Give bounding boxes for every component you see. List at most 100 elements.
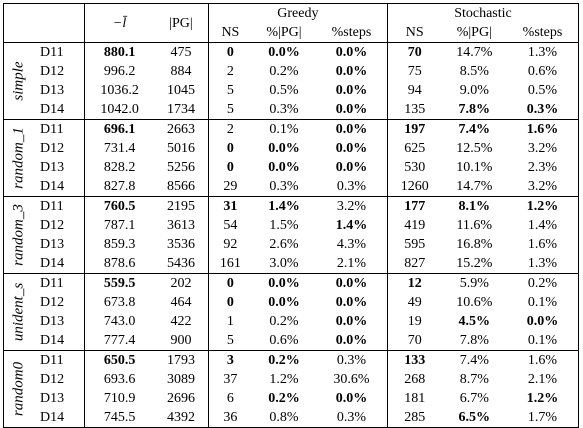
greedy-steps-cell: 0.0% [335, 64, 368, 79]
table-row: D12 996.2 884 2 0.2% 0.0% 75 8.5% 0.6% [4, 62, 580, 81]
group-label-text: random_1 [10, 127, 27, 189]
greedy-steps-cell: 0.0% [335, 314, 368, 329]
header-col-l: −l̄ [84, 3, 155, 43]
pg-cell: 475 [154, 42, 209, 62]
greedy-ns-cell: 6 [207, 389, 253, 408]
table-row: random0 D11 650.5 1793 3 0.2% 0.3% 133 7.4% 1.6% [3, 350, 580, 428]
greedy-steps-cell: 4.3% [336, 237, 367, 252]
stoch-steps-cell: 0.5% [507, 81, 580, 100]
stoch-ns-cell: 530 [386, 158, 442, 177]
stoch-pg-cell: 5.9% [441, 273, 508, 293]
dataset-cell: D12 [40, 64, 65, 79]
header-greedy: Greedy [207, 3, 388, 23]
greedy-steps-cell: 0.0% [316, 273, 388, 293]
stoch-pg-cell: 7.8% [458, 102, 491, 117]
greedy-pg-cell: 1.4% [252, 196, 317, 216]
greedy-ns-cell: 37 [207, 370, 253, 389]
stoch-pg-cell: 7.4% [441, 119, 508, 139]
header-corner [3, 3, 34, 23]
greedy-pg-cell: 0.2% [252, 350, 317, 370]
greedy-pg-cell: 0.8% [252, 408, 317, 428]
stoch-ns-cell: 268 [386, 370, 442, 389]
greedy-ns-cell: 0 [207, 158, 253, 177]
group-label-text: random0 [10, 361, 27, 417]
stoch-steps-cell: 1.6% [507, 235, 580, 254]
stoch-pg-cell: 8.1% [441, 196, 508, 216]
stoch-pg-cell: 16.8% [456, 237, 493, 252]
stoch-pg-cell: 15.2% [456, 256, 493, 271]
stoch-ns-cell: 197 [386, 119, 442, 139]
stoch-pg-cell: 6.7% [459, 391, 489, 406]
table-row: D12 787.1 3613 54 1.5% 1.4% 419 11.6% 1.4% [4, 216, 580, 235]
greedy-steps-cell: 30.6% [333, 372, 370, 387]
header-blank-a [3, 23, 34, 43]
pg-cell: 5436 [166, 256, 195, 271]
stoch-ns-cell: 70 [386, 42, 442, 62]
pg-cell: 2663 [154, 119, 209, 139]
greedy-ns-cell: 5 [207, 331, 253, 351]
greedy-ns-cell: 0 [207, 139, 253, 158]
pg-cell: 3089 [166, 372, 195, 387]
greedy-steps-cell: 0.0% [316, 42, 388, 62]
stoch-ns-cell: 94 [386, 81, 442, 100]
stoch-ns-cell: 595 [386, 235, 442, 254]
stoch-pg-cell: 6.5% [441, 408, 508, 428]
stoch-steps-cell: 3.2% [507, 177, 580, 197]
greedy-steps-cell: 0.0% [335, 102, 368, 117]
stoch-steps-cell: 1.3% [507, 42, 580, 62]
greedy-steps-cell: 0.0% [335, 160, 368, 175]
l-cell: 693.6 [84, 370, 155, 389]
stoch-ns-cell: 177 [386, 196, 442, 216]
greedy-pg-cell: 0.3% [269, 102, 299, 117]
greedy-steps-cell: 0.0% [335, 333, 368, 348]
dataset-cell: D14 [40, 179, 65, 194]
table-row: D13 828.2 5256 0 0.0% 0.0% 530 10.1% 2.3% [4, 158, 580, 177]
pg-cell: 2696 [166, 391, 195, 406]
greedy-ns-cell: 0 [207, 42, 253, 62]
group-label: unident_s [3, 273, 34, 351]
greedy-steps-cell: 0.3% [316, 408, 388, 428]
l-cell: 827.8 [84, 177, 155, 197]
stoch-ns-cell: 70 [386, 331, 442, 351]
dataset-cell: D14 [40, 102, 65, 117]
pg-cell: 1793 [154, 350, 209, 370]
header-row-1: −l̄ |PG| Greedy Stochastic [3, 3, 580, 43]
pg-cell: 3613 [166, 218, 195, 233]
greedy-steps-cell: 0.0% [335, 391, 368, 406]
header-stoch-ns: NS [386, 23, 442, 43]
l-cell: 859.3 [84, 235, 155, 254]
stoch-pg-cell: 8.7% [459, 372, 489, 387]
greedy-ns-cell: 2 [207, 119, 253, 139]
stoch-ns-cell: 75 [386, 62, 442, 81]
stoch-ns-cell: 133 [386, 350, 442, 370]
pg-cell: 422 [170, 314, 192, 329]
l-cell: 777.4 [84, 331, 155, 351]
table-row: unident_s D11 559.5 202 0 0.0% 0.0% 12 5.9% 0.2% [3, 273, 580, 351]
dataset-cell: D13 [40, 83, 65, 98]
pg-cell: 3536 [166, 237, 195, 252]
greedy-pg-cell: 0.0% [268, 141, 300, 156]
group-label: random_1 [3, 119, 34, 197]
table-row: D13 859.3 3536 92 2.6% 4.3% 595 16.8% 1.6% [4, 235, 580, 254]
stoch-steps-cell: 3.2% [507, 139, 580, 158]
greedy-pg-cell: 3.0% [269, 256, 299, 271]
pg-cell: 8566 [166, 179, 195, 194]
greedy-pg-cell: 0.3% [269, 179, 299, 194]
greedy-pg-cell: 0.2% [268, 391, 300, 406]
greedy-steps-cell: 1.4% [335, 218, 368, 233]
greedy-steps-cell: 0.0% [335, 141, 368, 156]
table-row: D12 731.4 5016 0 0.0% 0.0% 625 12.5% 3.2% [4, 139, 580, 158]
stoch-steps-cell: 1.2% [507, 196, 580, 216]
table-row: D13 1036.2 1045 5 0.5% 0.0% 94 9.0% 0.5% [4, 81, 580, 100]
l-cell: 710.9 [84, 389, 155, 408]
header-row-2: NS %|PG| %steps NS %|PG| %steps [3, 23, 580, 43]
col-l-label: −l̄ [112, 15, 127, 31]
stoch-steps-cell: 1.3% [507, 254, 580, 274]
table-row: D13 710.9 2696 6 0.2% 0.0% 181 6.7% 1.2% [4, 389, 580, 408]
stoch-pg-cell: 7.4% [441, 350, 508, 370]
group-label: random_3 [3, 196, 34, 274]
header-greedy-steps: %steps [316, 23, 387, 43]
pg-cell: 5016 [166, 141, 195, 156]
dataset-cell: D13 [40, 237, 65, 252]
greedy-ns-cell: 0 [207, 293, 253, 312]
